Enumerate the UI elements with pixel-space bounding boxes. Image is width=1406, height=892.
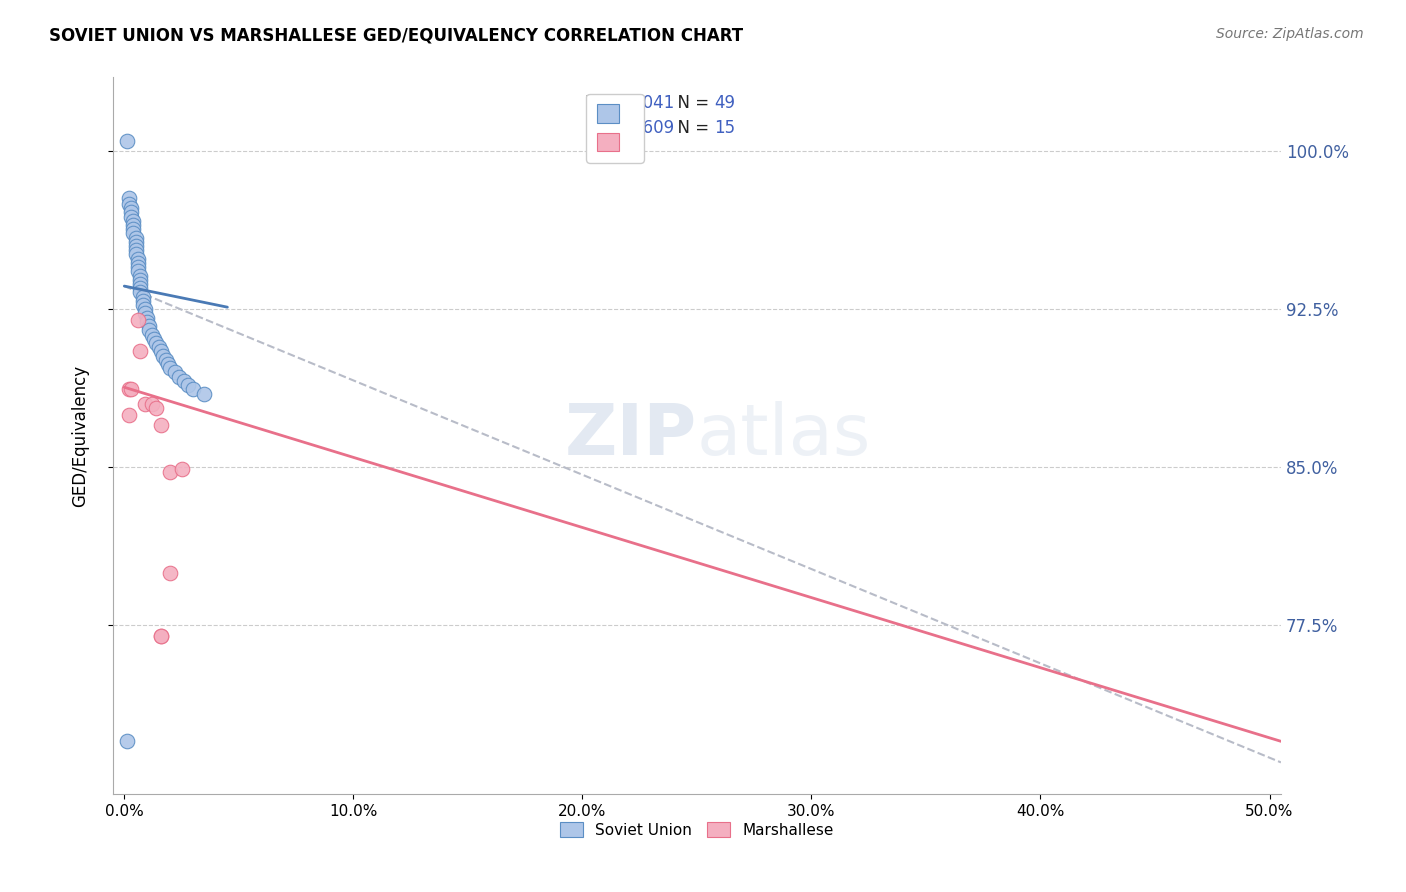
- Point: [125, 247, 148, 261]
- Text: -0.041: -0.041: [621, 94, 675, 112]
- Point: [118, 197, 141, 211]
- Point: [118, 383, 141, 397]
- Point: [127, 313, 149, 327]
- Point: [129, 285, 152, 300]
- Point: [159, 566, 181, 580]
- Point: [125, 239, 148, 253]
- Point: [134, 397, 156, 411]
- Point: [169, 369, 191, 384]
- Point: [129, 277, 152, 291]
- Y-axis label: GED/Equivalency: GED/Equivalency: [72, 365, 89, 507]
- Point: [118, 190, 141, 204]
- Point: [125, 230, 148, 244]
- Point: [115, 134, 138, 148]
- Point: [115, 734, 138, 748]
- Point: [173, 374, 195, 388]
- Text: 49: 49: [714, 94, 735, 112]
- Text: N =: N =: [666, 94, 714, 112]
- Point: [122, 222, 145, 236]
- Point: [145, 401, 167, 416]
- Point: [143, 332, 166, 346]
- Point: [145, 336, 167, 351]
- Legend: Soviet Union, Marshallese: Soviet Union, Marshallese: [554, 815, 839, 844]
- Point: [131, 290, 153, 304]
- Point: [120, 201, 142, 215]
- Point: [122, 218, 145, 232]
- Point: [125, 244, 148, 258]
- Point: [149, 629, 172, 643]
- Point: [149, 344, 172, 359]
- Text: Source: ZipAtlas.com: Source: ZipAtlas.com: [1216, 27, 1364, 41]
- Point: [118, 408, 141, 422]
- Point: [141, 327, 163, 342]
- Point: [149, 629, 172, 643]
- Point: [170, 462, 193, 476]
- Point: [131, 298, 153, 312]
- Point: [120, 205, 142, 219]
- Point: [134, 302, 156, 317]
- Point: [129, 281, 152, 295]
- Point: [159, 361, 181, 376]
- Point: [127, 260, 149, 274]
- Point: [125, 235, 148, 249]
- Point: [136, 315, 159, 329]
- Point: [138, 319, 160, 334]
- Point: [127, 252, 149, 266]
- Point: [193, 386, 215, 401]
- Text: ZIP: ZIP: [565, 401, 697, 470]
- Point: [127, 264, 149, 278]
- Text: R =: R =: [585, 119, 621, 136]
- Point: [148, 340, 170, 354]
- Point: [181, 383, 204, 397]
- Text: 15: 15: [714, 119, 735, 136]
- Point: [159, 465, 181, 479]
- Text: atlas: atlas: [697, 401, 872, 470]
- Text: -0.609: -0.609: [621, 119, 673, 136]
- Point: [149, 418, 172, 433]
- Text: R =: R =: [585, 94, 621, 112]
- Point: [141, 397, 163, 411]
- Point: [136, 310, 159, 325]
- Point: [120, 210, 142, 224]
- Point: [120, 383, 142, 397]
- Point: [122, 213, 145, 227]
- Point: [177, 378, 200, 392]
- Point: [129, 273, 152, 287]
- Text: SOVIET UNION VS MARSHALLESE GED/EQUIVALENCY CORRELATION CHART: SOVIET UNION VS MARSHALLESE GED/EQUIVALE…: [49, 27, 744, 45]
- Point: [129, 268, 152, 283]
- Point: [155, 352, 177, 367]
- Point: [138, 323, 160, 337]
- Point: [129, 344, 152, 359]
- Point: [163, 366, 186, 380]
- Point: [134, 306, 156, 320]
- Text: N =: N =: [666, 119, 714, 136]
- Point: [127, 256, 149, 270]
- Point: [156, 357, 179, 371]
- Point: [131, 293, 153, 308]
- Point: [152, 349, 174, 363]
- Point: [122, 227, 145, 241]
